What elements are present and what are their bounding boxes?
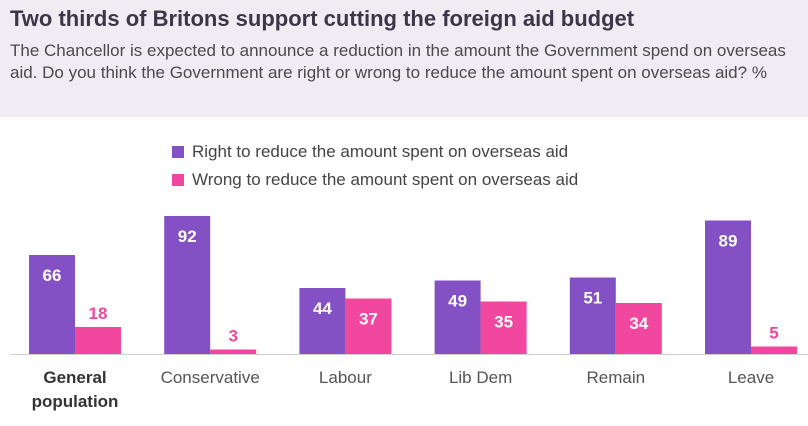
data-label-conservative-right: 92 — [178, 227, 197, 246]
bar-remain-wrong — [615, 303, 662, 354]
bar-lib-dem-right — [434, 280, 481, 354]
header-banner: Two thirds of Britons support cutting th… — [0, 0, 808, 117]
category-label-labour: Labour — [319, 368, 372, 387]
legend-label-right: Right to reduce the amount spent on over… — [192, 142, 569, 161]
chart-title: Two thirds of Britons support cutting th… — [10, 6, 635, 31]
bar-labour-wrong — [345, 298, 392, 354]
data-label-general-population-wrong: 18 — [89, 304, 108, 323]
legend-item-right: Right to reduce the amount spent on over… — [172, 138, 578, 166]
category-label-leave: Leave — [728, 368, 774, 387]
category-label-conservative: Conservative — [161, 368, 260, 387]
category-label-lib-dem: Lib Dem — [449, 368, 512, 387]
bar-labour-right — [299, 288, 346, 354]
data-label-labour-right: 44 — [313, 299, 332, 318]
data-label-lib-dem-wrong: 35 — [494, 313, 513, 332]
bar-lib-dem-wrong — [480, 301, 527, 354]
data-label-remain-right: 51 — [583, 289, 602, 308]
legend-swatch-right — [172, 146, 184, 158]
bar-leave-wrong — [751, 346, 797, 354]
chart-subtitle: The Chancellor is expected to announce a… — [10, 41, 786, 82]
data-label-leave-wrong: 5 — [769, 324, 778, 343]
legend-item-wrong: Wrong to reduce the amount spent on over… — [172, 166, 578, 194]
data-label-labour-wrong: 37 — [359, 310, 378, 329]
data-label-lib-dem-right: 49 — [448, 292, 467, 311]
bar-conservative-wrong — [210, 349, 257, 354]
legend: Right to reduce the amount spent on over… — [172, 138, 578, 194]
data-label-remain-wrong: 34 — [629, 314, 648, 333]
data-label-conservative-wrong: 3 — [228, 327, 237, 346]
legend-label-wrong: Wrong to reduce the amount spent on over… — [192, 170, 579, 189]
category-label-general-population: General population — [32, 368, 119, 411]
data-label-leave-right: 89 — [719, 232, 738, 251]
legend-swatch-wrong — [172, 174, 184, 186]
category-label-remain: Remain — [587, 368, 646, 387]
bar-conservative-right — [164, 216, 211, 354]
bar-general-population-right — [29, 255, 75, 354]
bar-leave-right — [705, 220, 751, 354]
bar-remain-right — [569, 277, 616, 354]
bar-general-population-wrong — [75, 327, 121, 354]
data-label-general-population-right: 66 — [43, 266, 62, 285]
